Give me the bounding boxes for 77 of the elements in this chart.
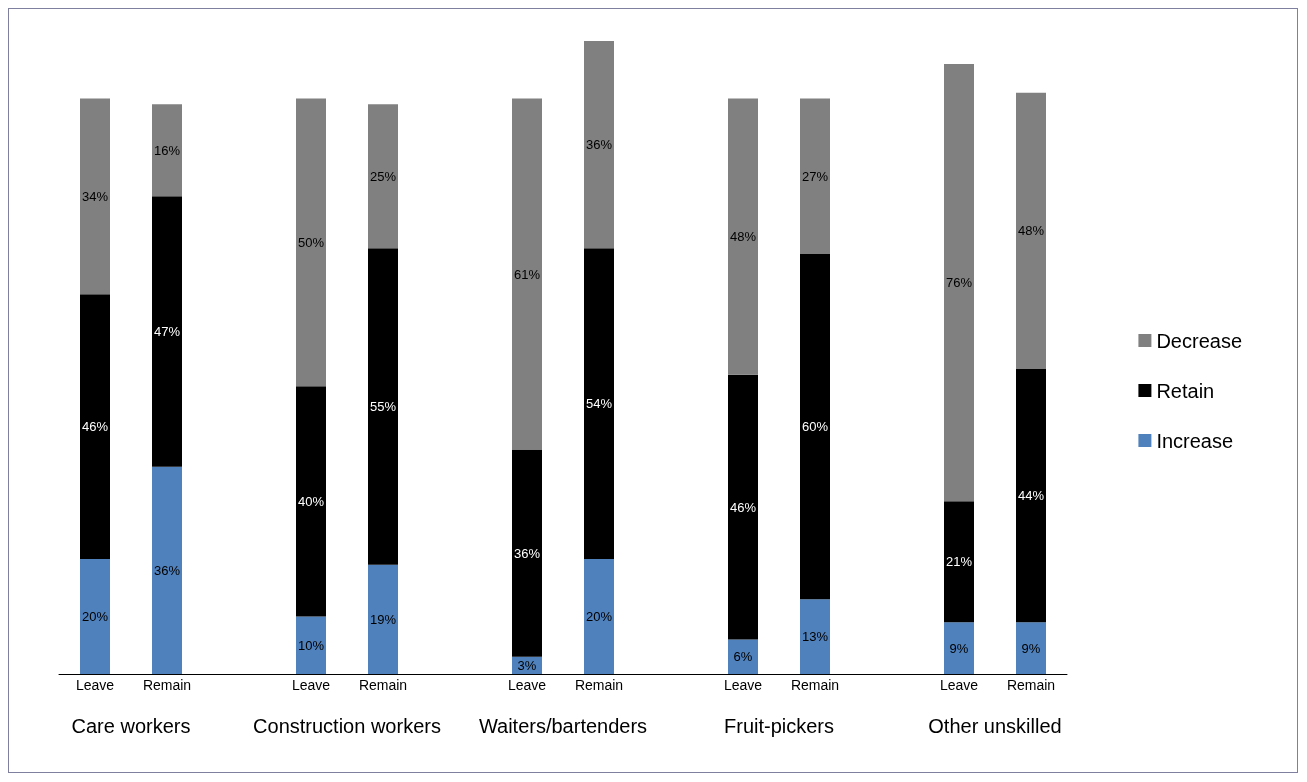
bar <box>296 616 326 674</box>
data-label: 10% <box>297 637 325 653</box>
bar <box>728 98 758 375</box>
bar <box>512 98 542 450</box>
x-tick-label: Remain <box>358 677 408 693</box>
bar <box>584 248 614 559</box>
data-label: 60% <box>801 419 829 435</box>
bar <box>296 386 326 617</box>
bar <box>584 558 614 674</box>
bar <box>152 104 182 197</box>
text: Waiters/bartenders <box>478 715 648 737</box>
data-label: 9% <box>949 640 969 656</box>
data-label: 27% <box>801 168 829 184</box>
x-tick-label: Leave <box>939 677 979 693</box>
bar <box>1016 92 1046 370</box>
legend-label: Increase <box>1156 429 1234 452</box>
data-label: 47% <box>153 324 181 340</box>
data-label: 46% <box>81 419 109 435</box>
x-tick-label: Leave <box>723 677 763 693</box>
data-label: 21% <box>945 554 973 570</box>
bar <box>512 449 542 657</box>
bar <box>1016 622 1046 674</box>
bar <box>80 294 110 559</box>
data-label: 16% <box>153 142 181 158</box>
data-label: 48% <box>1017 223 1045 239</box>
bar <box>800 98 830 254</box>
data-label: 48% <box>729 229 757 245</box>
data-label: 25% <box>369 168 397 184</box>
text: Construction workers <box>253 715 441 737</box>
data-label: 9% <box>1021 640 1041 656</box>
data-label: 44% <box>1017 488 1045 504</box>
x-tick-label: Leave <box>507 677 547 693</box>
text: Other unskilled <box>928 715 1062 737</box>
legend-label: Retain <box>1156 379 1215 402</box>
bar <box>80 558 110 674</box>
data-label: 3% <box>517 657 537 673</box>
data-label: 20% <box>81 608 109 624</box>
bar <box>368 248 398 565</box>
x-tick-label: Remain <box>142 677 192 693</box>
text: Fruit-pickers <box>723 715 835 737</box>
bar <box>800 599 830 674</box>
bar <box>584 41 614 249</box>
data-label: 61% <box>513 266 541 282</box>
x-tick-label: Leave <box>75 677 115 693</box>
bar <box>296 98 326 387</box>
data-label: 20% <box>585 608 613 624</box>
data-label: 50% <box>297 234 325 250</box>
bar <box>1016 369 1046 623</box>
bar <box>728 374 758 640</box>
x-tick-label: Remain <box>1006 677 1056 693</box>
bar <box>944 501 974 623</box>
x-tick-label: Remain <box>790 677 840 693</box>
data-label: 36% <box>153 562 181 578</box>
data-label: 55% <box>369 398 397 414</box>
text: Care workers <box>71 715 191 737</box>
data-label: 6% <box>733 649 753 665</box>
bar <box>80 98 110 295</box>
bar <box>152 466 182 674</box>
data-label: 76% <box>945 275 973 291</box>
bar <box>944 64 974 502</box>
data-label: 13% <box>801 629 829 645</box>
data-label: 46% <box>729 499 757 515</box>
bar <box>800 253 830 600</box>
bar <box>368 104 398 249</box>
bar <box>728 639 758 674</box>
bar <box>944 622 974 674</box>
data-label: 40% <box>297 493 325 509</box>
bar <box>368 564 398 674</box>
data-label: 19% <box>369 611 397 627</box>
bar <box>152 196 182 467</box>
data-label: 54% <box>585 396 613 412</box>
x-tick-label: Remain <box>574 677 624 693</box>
x-tick-label: Leave <box>291 677 331 693</box>
data-label: 34% <box>81 188 109 204</box>
data-label: 36% <box>585 137 613 153</box>
legend-label: Decrease <box>1156 329 1243 352</box>
data-label: 36% <box>513 545 541 561</box>
